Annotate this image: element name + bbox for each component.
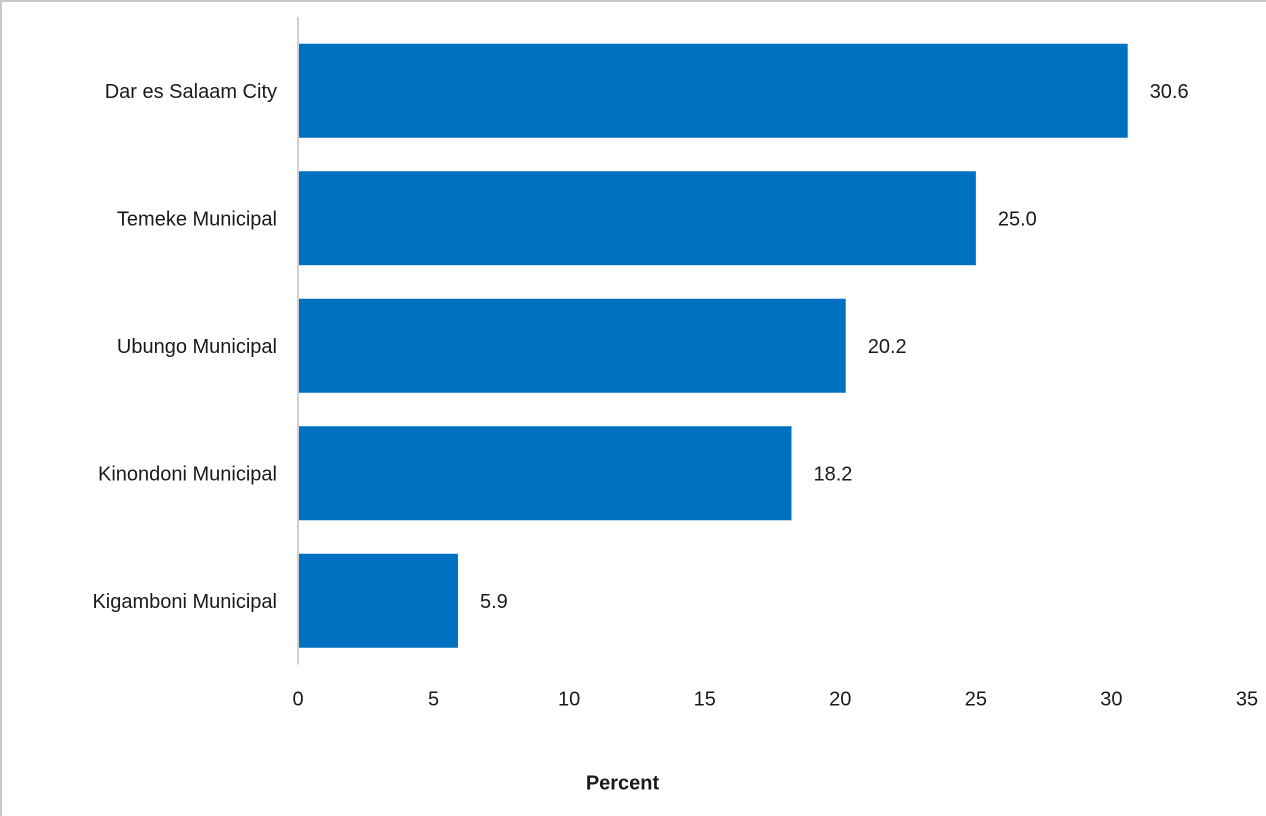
data-label-dar-es-salaam-city: 30.6 bbox=[1150, 81, 1189, 103]
data-label-kinondoni-municipal: 18.2 bbox=[813, 463, 852, 485]
bar-ubungo-municipal bbox=[298, 298, 846, 393]
data-label-ubungo-municipal: 20.2 bbox=[868, 336, 907, 358]
data-labels: 30.6 25.0 20.2 18.2 5.9 bbox=[480, 81, 1189, 613]
x-tick-label-15: 15 bbox=[694, 689, 716, 711]
x-tick-label-35: 35 bbox=[1236, 689, 1258, 711]
category-label-temeke-municipal: Temeke Municipal bbox=[117, 208, 277, 230]
x-tick-label-10: 10 bbox=[558, 689, 580, 711]
data-label-temeke-municipal: 25.0 bbox=[998, 208, 1037, 230]
x-tick-label-30: 30 bbox=[1100, 689, 1122, 711]
bar-dar-es-salaam-city bbox=[298, 43, 1128, 138]
category-label-kigamboni-municipal: Kigamboni Municipal bbox=[92, 591, 277, 613]
x-tick-label-0: 0 bbox=[292, 689, 303, 711]
bar-kigamboni-municipal bbox=[298, 553, 458, 648]
x-tick-label-25: 25 bbox=[965, 689, 987, 711]
category-label-kinondoni-municipal: Kinondoni Municipal bbox=[98, 463, 277, 485]
x-axis-ticks: 0 5 10 15 20 25 30 35 bbox=[292, 689, 1258, 711]
bars-group bbox=[298, 43, 1128, 648]
bar-kinondoni-municipal bbox=[298, 426, 792, 521]
category-label-ubungo-municipal: Ubungo Municipal bbox=[117, 336, 277, 358]
category-label-dar-es-salaam-city: Dar es Salaam City bbox=[105, 81, 277, 103]
category-labels: Dar es Salaam City Temeke Municipal Ubungo… bbox=[92, 81, 277, 613]
x-tick-label-5: 5 bbox=[428, 689, 439, 711]
bar-temeke-municipal bbox=[298, 171, 976, 266]
data-label-kigamboni-municipal: 5.9 bbox=[480, 591, 508, 613]
x-axis-title: Percent bbox=[586, 773, 660, 795]
x-tick-label-20: 20 bbox=[829, 689, 851, 711]
